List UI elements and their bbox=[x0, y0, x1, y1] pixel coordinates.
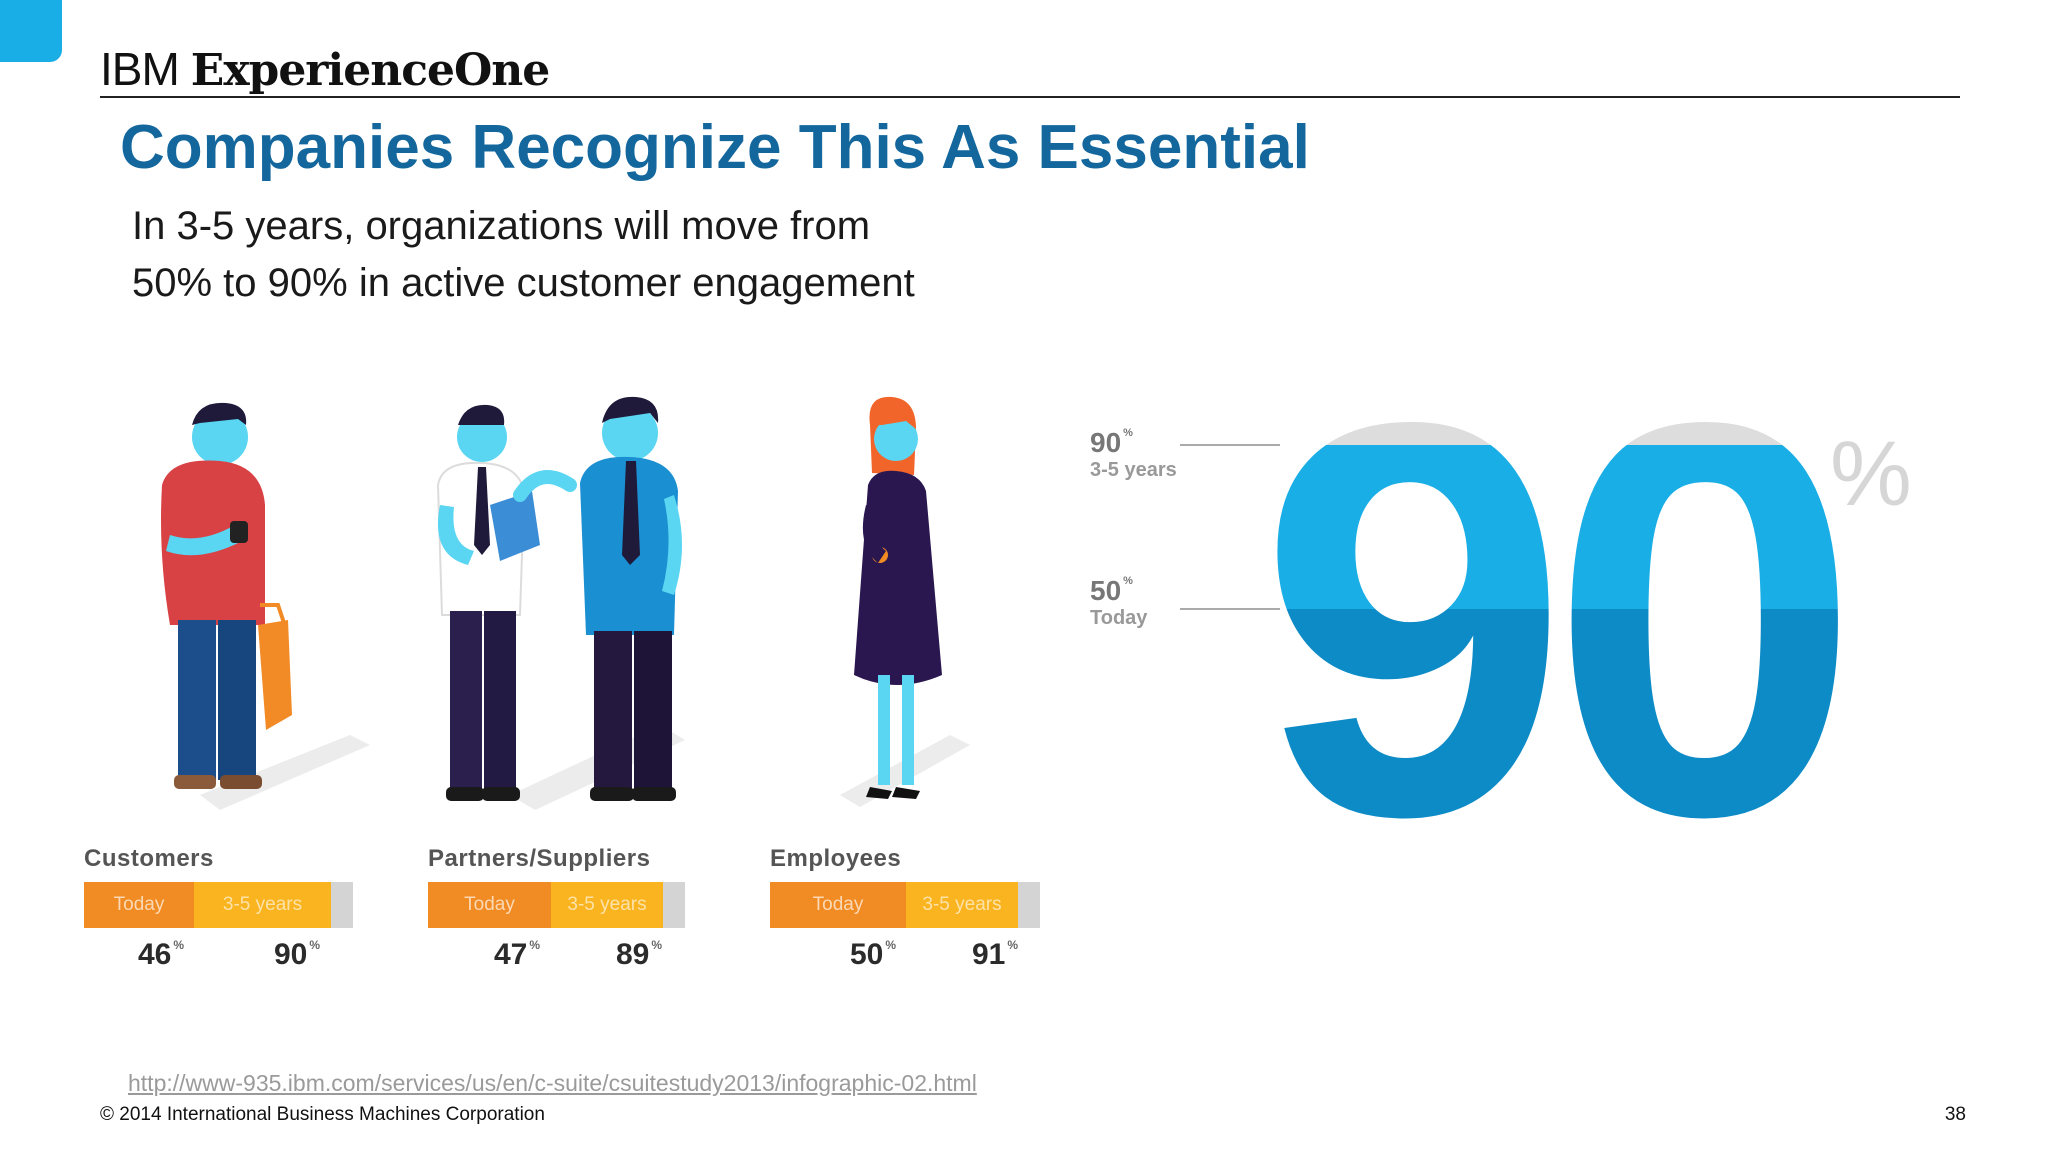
value-future-employees-pct: % bbox=[1007, 938, 1019, 952]
value-future-partners-pct: % bbox=[651, 938, 663, 952]
bar-today-employees: Today bbox=[770, 882, 906, 928]
bar-end-partners bbox=[663, 882, 685, 928]
value-future-customers: 90% bbox=[274, 938, 320, 972]
marker-bottom-number: 50 bbox=[1090, 575, 1122, 606]
slide-title: Companies Recognize This As Essential bbox=[120, 113, 1310, 182]
bar-future-partners: 3-5 years bbox=[551, 882, 663, 928]
marker-top-value: 90% bbox=[1090, 427, 1177, 459]
value-today-partners: 47% bbox=[494, 938, 540, 972]
marker-bottom-label: Today bbox=[1090, 607, 1148, 629]
value-today-partners-number: 47 bbox=[494, 938, 528, 971]
value-today-customers-number: 46 bbox=[138, 938, 172, 971]
marker-bottom-pct: % bbox=[1123, 575, 1133, 587]
ibm-experienceone-logo: IBM ExperienceOne bbox=[100, 42, 551, 98]
marker-top-number: 90 bbox=[1090, 427, 1122, 458]
copyright-notice: © 2014 International Business Machines C… bbox=[100, 1104, 545, 1125]
source-link[interactable]: http://www-935.ibm.com/services/us/en/c-… bbox=[128, 1070, 977, 1096]
marker-top: 90% 3-5 years bbox=[1090, 427, 1177, 482]
header-divider bbox=[100, 96, 1960, 98]
value-today-employees-pct: % bbox=[885, 938, 897, 952]
bar-future-customers: 3-5 years bbox=[194, 882, 331, 928]
bar-today-customers: Today bbox=[84, 882, 194, 928]
group-label-partners: Partners/Suppliers bbox=[428, 845, 651, 872]
digits-future-light bbox=[1258, 445, 1841, 609]
bar-today-partners: Today bbox=[428, 882, 551, 928]
value-future-customers-pct: % bbox=[309, 938, 321, 952]
big-percent-sign: % bbox=[1830, 423, 1912, 525]
value-future-partners: 89% bbox=[616, 938, 662, 972]
group-label-employees: Employees bbox=[770, 845, 902, 872]
partner-figure-1 bbox=[436, 404, 577, 801]
subtitle-line-1: In 3-5 years, organizations will move fr… bbox=[132, 204, 871, 248]
value-future-customers-number: 90 bbox=[274, 938, 308, 971]
people-illustration bbox=[70, 395, 1060, 815]
bar-end-employees bbox=[1018, 882, 1040, 928]
value-today-employees-number: 50 bbox=[850, 938, 884, 971]
marker-top-label: 3-5 years bbox=[1090, 459, 1177, 481]
subtitle-line-2: 50% to 90% in active customer engagement bbox=[132, 261, 915, 305]
logo-ibm-text: IBM bbox=[100, 43, 180, 95]
customer-figure bbox=[161, 402, 292, 789]
value-today-customers-pct: % bbox=[173, 938, 185, 952]
value-future-employees-number: 91 bbox=[972, 938, 1006, 971]
digits-today-dark bbox=[1258, 609, 1841, 835]
corner-tab bbox=[0, 0, 62, 62]
partner-figure-2 bbox=[580, 396, 682, 801]
bar-end-customers bbox=[331, 882, 353, 928]
value-today-employees: 50% bbox=[850, 938, 896, 972]
group-label-customers: Customers bbox=[84, 845, 214, 872]
slide-subtitle: In 3-5 years, organizations will move fr… bbox=[132, 198, 1132, 312]
employee-figure bbox=[854, 396, 942, 799]
value-future-employees: 91% bbox=[972, 938, 1018, 972]
bar-employees: Today 3-5 years bbox=[770, 882, 1040, 928]
big-ninety-percent-graphic: 90 % 90% 3-5 years 50% Today bbox=[1090, 395, 1990, 835]
value-today-customers: 46% bbox=[138, 938, 184, 972]
value-future-partners-number: 89 bbox=[616, 938, 650, 971]
logo-product-text: ExperienceOne bbox=[190, 45, 551, 96]
value-today-partners-pct: % bbox=[529, 938, 541, 952]
bar-partners: Today 3-5 years bbox=[428, 882, 685, 928]
marker-bottom: 50% Today bbox=[1090, 575, 1147, 630]
marker-top-pct: % bbox=[1123, 427, 1133, 439]
bar-future-employees: 3-5 years bbox=[906, 882, 1018, 928]
page-number: 38 bbox=[1944, 1104, 1966, 1125]
bar-customers: Today 3-5 years bbox=[84, 882, 353, 928]
marker-bottom-value: 50% bbox=[1090, 575, 1147, 607]
digits-cap-grey bbox=[1258, 395, 1841, 445]
